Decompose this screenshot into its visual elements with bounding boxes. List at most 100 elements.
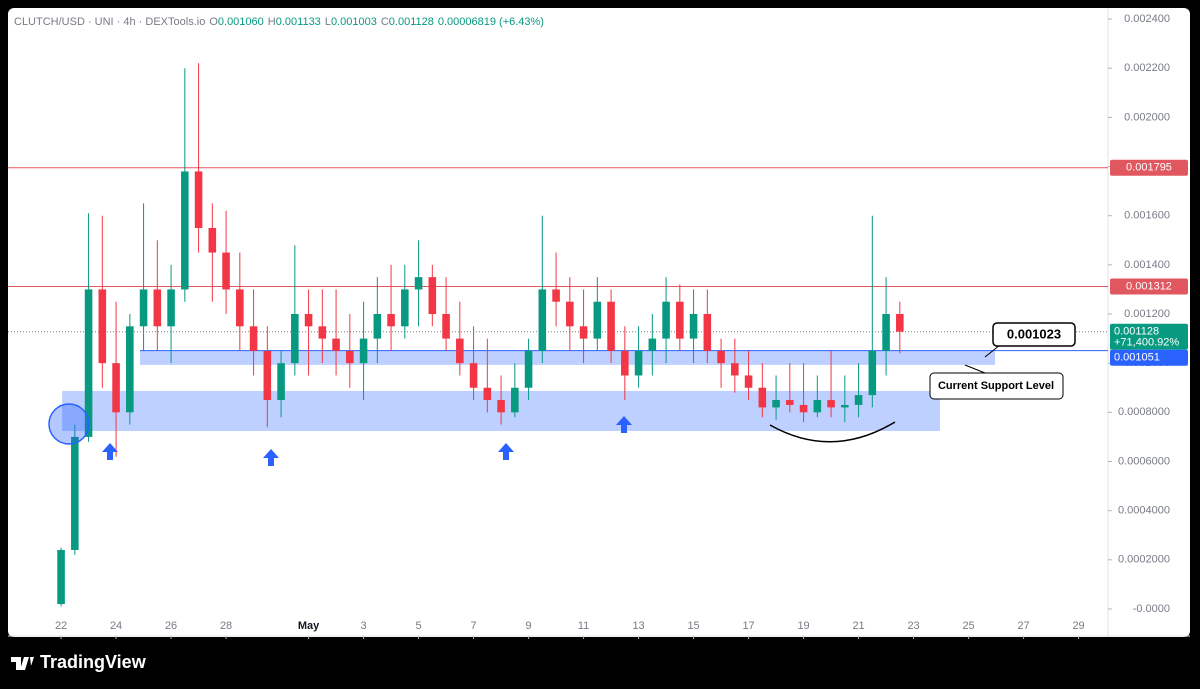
candle-body [346,350,354,364]
x-tick-label: 11 [578,620,589,632]
legend-item: L [325,16,331,28]
candle-body [634,350,643,376]
x-tick-label: 23 [907,620,919,632]
candle-body [841,404,849,408]
candle-body [772,400,780,408]
y-tick-label: 0.0008000 [1118,406,1170,418]
x-tick-label: 13 [632,620,644,632]
candle-body [236,289,244,327]
x-tick-label: 5 [416,620,422,632]
candle-body [318,326,327,339]
y-tick-label: 0.001400 [1124,259,1170,271]
x-tick-label: 29 [1072,620,1084,632]
candle-body [566,301,574,327]
x-tick-label: 19 [797,620,809,632]
candle-body [304,314,313,327]
candle-body [799,404,808,413]
candle-body [703,314,712,351]
arrows [102,416,632,466]
callout-box [929,372,1064,400]
candle-body [181,171,189,290]
candle-body [414,277,423,290]
legend-item: 0.001133 [276,16,321,28]
x-tick-label: May [298,620,320,632]
candle-body [194,171,203,228]
price-tag [1110,159,1188,176]
legend-item: CLUTCH/USD · UNI · 4h · DEXTools.io [14,16,205,28]
annotation-text: Current Support Level [938,380,1054,392]
price-tag-label: 0.001128 [1114,326,1159,338]
legend-item: O [209,16,218,28]
x-tick-label: 21 [852,620,864,632]
candle-body [552,289,560,302]
legend-item: C [381,16,389,28]
x-tick-label: 17 [742,620,754,632]
x-tick-label: 15 [687,620,699,632]
x-tick-label: 3 [361,620,367,632]
y-tick-label: -0.0000 [1133,603,1170,615]
watermark: TradingView [40,652,147,672]
candle-body [538,289,547,351]
logo: TradingView [11,652,147,672]
x-tick-label: 28 [220,620,232,632]
candle-body [208,227,217,253]
candle-body [401,289,409,327]
candle-body [57,549,65,605]
candle-body [896,314,904,332]
candle-body [249,326,258,351]
candle-body [854,395,863,405]
price-tag-label: 0.001051 [1114,352,1160,364]
candle-body [98,289,107,364]
candle-body [359,338,368,364]
legend-item: 0.001060 [218,16,264,28]
y-tick-label: 0.0004000 [1118,505,1170,517]
candle-body [786,400,794,405]
candle-body [511,387,519,413]
candle-body [524,350,533,388]
candle-body [112,363,120,413]
candle-body [497,400,505,413]
legend-item: 0.001128 [389,16,434,28]
candle-body [84,289,93,437]
x-tick-label: 25 [962,620,974,632]
highlight-circle [48,403,90,445]
y-tick-label: 0.001600 [1124,210,1170,222]
y-tick-label: 0.001200 [1124,308,1170,320]
candle-body [717,350,725,364]
candle-body [868,350,877,396]
candle-body [167,289,175,327]
up-arrow [498,443,514,460]
x-tick-label: 27 [1017,620,1029,632]
x-tick-label: 22 [55,620,67,632]
legend: CLUTCH/USD · UNI · 4h · DEXTools.io O0.00… [14,16,544,28]
y-tick-label: 0.0006000 [1118,455,1170,467]
candle-body [428,277,437,315]
legend-item: 0.00006819 (+6.43%) [438,16,544,28]
y-tick-label: 0.002000 [1124,111,1170,123]
candle-body [662,301,670,339]
x-tick-label: 26 [165,620,177,632]
candle-body [607,301,615,351]
plot: 0.0024000.0022000.0020000.0018000.001600… [8,13,1188,639]
candle-body [373,314,382,339]
price-tag [1110,323,1188,350]
candle-body [676,301,684,339]
price-tag-label: 0.001312 [1126,280,1172,292]
rounding-arc [769,421,896,443]
zone [140,350,995,365]
up-arrow [263,449,279,466]
y-tick-label: 0.002400 [1124,13,1170,25]
candle-body [579,326,588,339]
candle-body [827,400,835,408]
candle-body [153,289,162,327]
candle-body [469,363,478,388]
legend-item: 0.001003 [331,16,377,28]
callout-line [984,344,1001,358]
candle-body [689,314,698,339]
price-change-label: +71,400.92% [1114,337,1179,349]
x-tick-label: 7 [471,620,477,632]
candle-body [648,338,657,351]
candle-body [744,375,753,388]
candle-body [731,363,739,376]
